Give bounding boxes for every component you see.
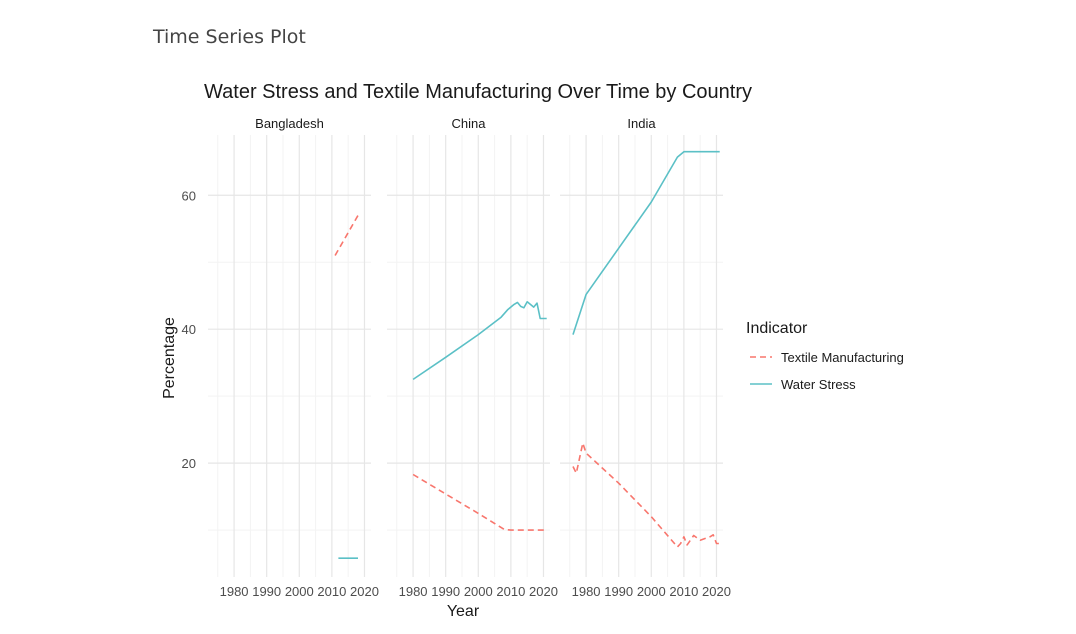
x-tick-label: 1980 (572, 584, 601, 599)
x-tick-label: 1990 (431, 584, 460, 599)
x-tick-label: 1980 (399, 584, 428, 599)
legend: Indicator Textile Manufacturing Water Str… (746, 320, 904, 392)
facet-label: India (627, 116, 656, 131)
x-tick-label: 2020 (702, 584, 731, 599)
facet-label: China (452, 116, 487, 131)
x-tick-label: 2010 (496, 584, 525, 599)
chart-title: Water Stress and Textile Manufacturing O… (204, 81, 752, 103)
legend-entry-label: Textile Manufacturing (781, 350, 904, 365)
legend-entry-label: Water Stress (781, 377, 856, 392)
panel-india: India 1980 1990 2000 2010 2020 (560, 116, 731, 599)
x-tick-label: 2020 (350, 584, 379, 599)
x-tick-label: 2000 (285, 584, 314, 599)
series-line-water-stress (412, 300, 547, 381)
x-tick-label: 2000 (637, 584, 666, 599)
x-tick-label: 2020 (529, 584, 558, 599)
y-tick-label: 20 (182, 456, 196, 471)
x-tick-label: 2010 (669, 584, 698, 599)
series-line-textile-manufacturing (412, 473, 547, 531)
panel-bangladesh: Bangladesh 1980 1990 2000 2010 2020 (208, 116, 379, 599)
y-axis-label: Percentage (161, 317, 178, 399)
x-tick-label: 1980 (220, 584, 249, 599)
y-tick-label: 40 (182, 322, 196, 337)
series-line-textile-manufacturing (572, 442, 720, 548)
x-axis-label: Year (447, 603, 480, 620)
series-line-textile-manufacturing (334, 215, 359, 256)
x-tick-label: 2000 (464, 584, 493, 599)
x-tick-label: 2010 (317, 584, 346, 599)
x-tick-label: 1990 (252, 584, 281, 599)
panel-china: China 1980 1990 2000 2010 2020 (387, 116, 558, 599)
legend-title: Indicator (746, 320, 808, 337)
series-line-water-stress (572, 150, 720, 335)
x-tick-label: 1990 (604, 584, 633, 599)
facet-label: Bangladesh (255, 116, 324, 131)
page-title: Time Series Plot (153, 26, 306, 48)
y-tick-label: 60 (182, 188, 196, 203)
